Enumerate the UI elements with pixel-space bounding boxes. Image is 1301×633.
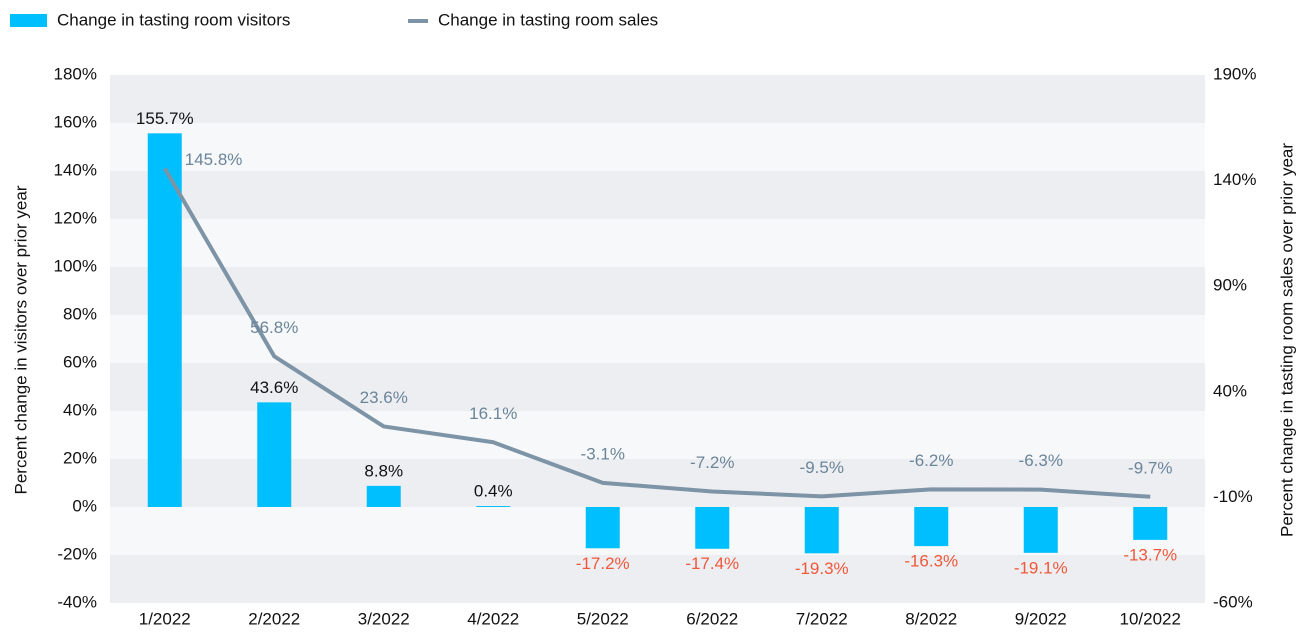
y2-tick-label: 90%: [1213, 276, 1247, 295]
bar: [1133, 507, 1168, 540]
y-tick-label: -20%: [57, 544, 97, 563]
bar-label: -19.3%: [795, 559, 849, 578]
bar-label: -13.7%: [1123, 545, 1177, 564]
bar: [476, 506, 511, 507]
line: [163, 167, 1151, 499]
y-tick-label: 120%: [54, 208, 97, 227]
line-label: 145.8%: [185, 150, 243, 169]
y2-tick-label: 140%: [1213, 170, 1256, 189]
legend-label: Change in tasting room visitors: [57, 10, 290, 29]
line-label: -7.2%: [690, 453, 734, 472]
bar: [804, 507, 839, 554]
x-tick-label: 4/2022: [467, 609, 519, 628]
bar-label: -16.3%: [904, 552, 958, 571]
x-tick-label: 2/2022: [248, 609, 300, 628]
bar: [257, 402, 292, 507]
bar: [585, 507, 620, 549]
line-label: -6.3%: [1019, 451, 1063, 470]
x-tick-label: 9/2022: [1015, 609, 1067, 628]
y-tick-label: 140%: [54, 160, 97, 179]
x-tick-label: 5/2022: [577, 609, 629, 628]
y-tick-label: -40%: [57, 592, 97, 611]
bar: [695, 507, 730, 549]
y2-tick-label: 190%: [1213, 64, 1256, 83]
x-tick-label: 7/2022: [796, 609, 848, 628]
grid-band: [110, 267, 1205, 315]
y2-tick-label: 40%: [1213, 381, 1247, 400]
bar-label: 155.7%: [136, 109, 194, 128]
line-label: -6.2%: [909, 451, 953, 470]
line-label: 56.8%: [250, 318, 298, 337]
y-tick-label: 60%: [63, 352, 97, 371]
y-tick-label: 80%: [63, 304, 97, 323]
line-label: -3.1%: [581, 444, 625, 463]
bar-label: 0.4%: [474, 482, 513, 501]
grid-band: [110, 363, 1205, 411]
bar: [914, 507, 949, 547]
grid-band: [110, 507, 1205, 555]
grid-band: [110, 123, 1205, 171]
line-label: -9.7%: [1128, 458, 1172, 477]
grid-band: [110, 75, 1205, 123]
legend-swatch: [10, 14, 47, 27]
x-tick-label: 10/2022: [1120, 609, 1181, 628]
y2-axis-title: Percent change in tasting room sales ove…: [1277, 143, 1296, 537]
legend-label: Change in tasting room sales: [438, 10, 658, 29]
y-tick-label: 180%: [54, 64, 97, 83]
grid-band: [110, 459, 1205, 507]
y-tick-label: 40%: [63, 400, 97, 419]
x-tick-label: 1/2022: [139, 609, 191, 628]
line-label: 16.1%: [469, 404, 517, 423]
grid-band: [110, 171, 1205, 219]
y-tick-label: 20%: [63, 448, 97, 467]
y-tick-label: 100%: [54, 256, 97, 275]
line-label: 23.6%: [360, 388, 408, 407]
bar-label: -17.4%: [685, 554, 739, 573]
bar-label: 8.8%: [364, 461, 403, 480]
x-tick-label: 6/2022: [686, 609, 738, 628]
x-tick-label: 8/2022: [905, 609, 957, 628]
grid-band: [110, 411, 1205, 459]
y-tick-label: 0%: [72, 496, 97, 515]
grid-band: [110, 555, 1205, 603]
y-axis-title: Percent change in visitors over prior ye…: [11, 185, 30, 494]
line-label: -9.5%: [800, 458, 844, 477]
bar-label: -17.2%: [576, 554, 630, 573]
bar: [1023, 507, 1058, 553]
y2-tick-label: -60%: [1213, 592, 1253, 611]
grid-band: [110, 219, 1205, 267]
bar: [147, 133, 182, 507]
y2-tick-label: -10%: [1213, 487, 1253, 506]
bar-label: 43.6%: [250, 378, 298, 397]
x-tick-label: 3/2022: [358, 609, 410, 628]
y-tick-label: 160%: [54, 112, 97, 131]
bar: [366, 485, 401, 507]
bar-label: -19.1%: [1014, 558, 1068, 577]
grid-band: [110, 315, 1205, 363]
